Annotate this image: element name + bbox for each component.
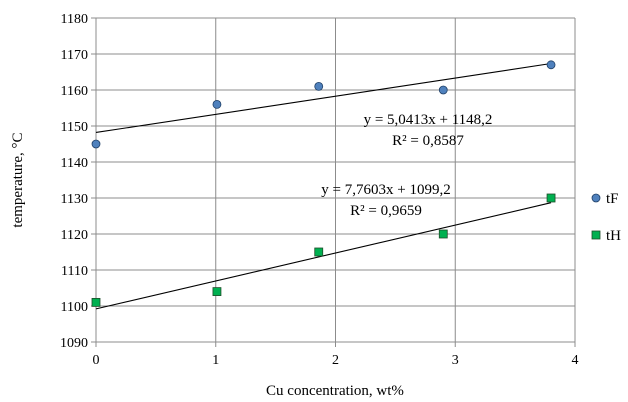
point-tf bbox=[91, 139, 101, 149]
data-points bbox=[91, 60, 556, 307]
y-tick-label: 1110 bbox=[61, 264, 88, 279]
trendline-annotations: y = 5,0413x + 1148,2 R² = 0,8587 y = 7,7… bbox=[321, 112, 492, 219]
th-trendline-r2: R² = 0,9659 bbox=[350, 203, 422, 219]
y-tick-label: 1100 bbox=[61, 300, 88, 315]
trendline-th bbox=[95, 202, 552, 310]
y-tick-labels: 1090 1100 1110 1120 1130 1140 1150 1160 1170 1180 bbox=[60, 12, 88, 351]
x-tick-label: 0 bbox=[93, 353, 100, 368]
y-tick-label: 1180 bbox=[61, 12, 88, 27]
tf-trendline-r2: R² = 0,8587 bbox=[392, 133, 464, 149]
y-tick-label: 1090 bbox=[60, 336, 88, 351]
x-tick-labels: 0 1 2 3 4 bbox=[93, 353, 579, 368]
point-th bbox=[438, 229, 448, 239]
x-tick-label: 1 bbox=[212, 353, 219, 368]
x-axis-label: Cu concentration, wt% bbox=[266, 383, 404, 399]
legend-marker-th bbox=[591, 230, 601, 240]
y-axis-label: temperature, °C bbox=[10, 132, 26, 227]
point-tf bbox=[212, 100, 222, 109]
x-tick-label: 4 bbox=[572, 353, 579, 368]
y-tick-label: 1140 bbox=[61, 156, 88, 171]
trendline-tf bbox=[95, 62, 552, 134]
legend-label-th: tH bbox=[606, 228, 621, 244]
point-tf bbox=[438, 85, 448, 95]
tf-trendline-equation: y = 5,0413x + 1148,2 bbox=[364, 112, 493, 128]
y-tick-label: 1150 bbox=[61, 120, 88, 135]
axes bbox=[91, 17, 576, 347]
point-th bbox=[212, 287, 222, 297]
point-tf bbox=[546, 60, 556, 70]
x-tick-label: 2 bbox=[332, 353, 339, 368]
point-th bbox=[91, 297, 101, 307]
legend: tF tH bbox=[591, 191, 621, 244]
y-tick-label: 1160 bbox=[61, 84, 88, 99]
point-th bbox=[546, 193, 556, 203]
grid bbox=[95, 17, 576, 343]
legend-marker-tf bbox=[591, 193, 601, 203]
y-tick-label: 1130 bbox=[61, 192, 88, 207]
y-tick-label: 1170 bbox=[61, 48, 88, 63]
point-th bbox=[314, 247, 324, 257]
point-tf bbox=[314, 82, 324, 91]
legend-label-tf: tF bbox=[606, 191, 619, 207]
x-tick-label: 3 bbox=[452, 353, 459, 368]
trendlines bbox=[95, 62, 552, 310]
th-trendline-equation: y = 7,7603x + 1099,2 bbox=[321, 182, 450, 198]
y-tick-label: 1120 bbox=[61, 228, 88, 243]
